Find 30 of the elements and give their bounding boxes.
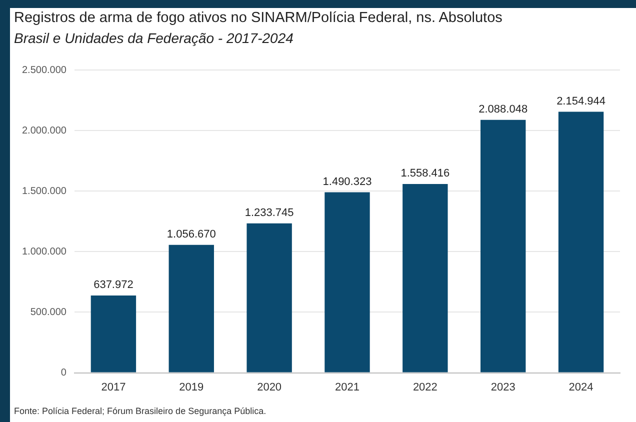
source-note: Fonte: Polícia Federal; Fórum Brasileiro de Segurança Pública.	[14, 406, 266, 416]
data-label: 1.056.670	[166, 228, 216, 240]
bar	[402, 184, 448, 372]
data-label: 2.154.944	[556, 95, 606, 108]
x-tick-label: 2017	[101, 381, 126, 394]
y-tick-label: 0	[60, 368, 67, 379]
bar	[558, 112, 604, 372]
x-tick-label: 2020	[257, 381, 282, 394]
y-tick-label: 2.000.000	[22, 125, 67, 136]
data-label: 1.558.416	[400, 168, 450, 180]
data-label: 1.233.745	[244, 206, 294, 219]
bar	[324, 192, 370, 372]
y-tick-label: 1.000.000	[22, 246, 67, 258]
chart-subtitle: Brasil e Unidades da Federação - 2017-2024	[14, 30, 294, 46]
y-tick-label: 1.500.000	[22, 186, 67, 197]
bar	[168, 244, 214, 372]
data-label: 637.972	[94, 279, 134, 292]
chart-title: Registros de arma de fogo ativos no SINARM/Polícia Federal, ns. Absolutos	[14, 10, 502, 26]
data-label: 2.088.048	[478, 103, 528, 116]
x-tick-label: 2023	[490, 381, 516, 394]
bar	[480, 120, 526, 372]
y-tick-label: 500.000	[30, 306, 67, 318]
bar	[246, 223, 292, 372]
x-tick-label: 2019	[179, 381, 204, 394]
x-tick-label: 2022	[412, 381, 438, 394]
data-label: 1.490.323	[322, 176, 372, 188]
x-tick-label: 2021	[335, 381, 360, 394]
bar	[90, 296, 136, 372]
y-tick-label: 2.500.000	[22, 64, 67, 76]
x-tick-label: 2024	[568, 381, 594, 394]
